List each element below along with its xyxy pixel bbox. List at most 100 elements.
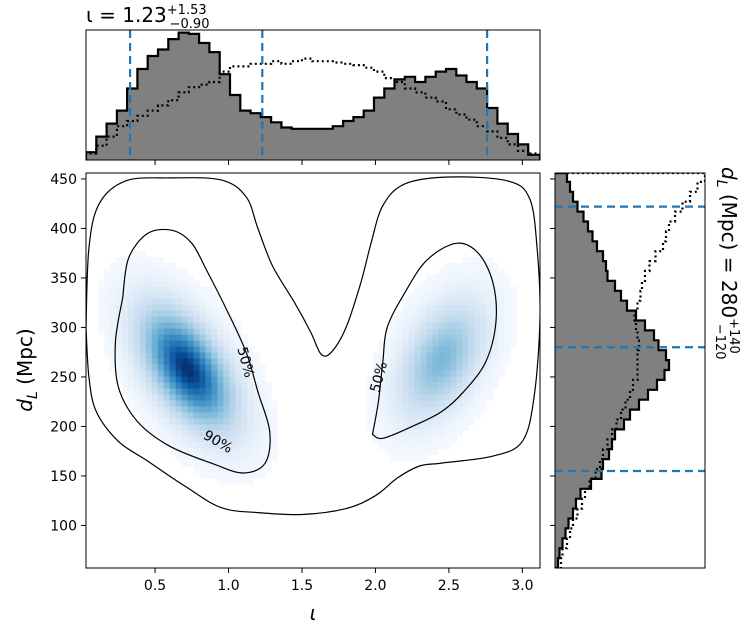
- heatmap-cell: [450, 418, 457, 425]
- heatmap-cell: [205, 352, 213, 360]
- heatmap-cell: [468, 310, 475, 318]
- heatmap-cell: [432, 358, 440, 366]
- heatmap-cell: [157, 322, 165, 330]
- heatmap-cell: [181, 412, 189, 419]
- heatmap-cell: [486, 298, 493, 306]
- heatmap-cell: [438, 430, 446, 437]
- heatmap-cell: [444, 292, 451, 300]
- heatmap-cell: [444, 412, 451, 419]
- heatmap-cell: [456, 382, 463, 390]
- heatmap-cell: [474, 280, 481, 288]
- heatmap-cell: [486, 358, 493, 366]
- heatmap-cell: [223, 436, 230, 443]
- heatmap-cell: [402, 364, 410, 372]
- heatmap-cell: [259, 436, 266, 443]
- heatmap-cell: [265, 460, 272, 467]
- heatmap-cell: [432, 280, 440, 288]
- heatmap-cell: [175, 364, 183, 372]
- heatmap-cell: [145, 280, 153, 288]
- heatmap-cell: [121, 358, 129, 366]
- heatmap-cell: [193, 346, 201, 354]
- heatmap-cell: [259, 418, 266, 425]
- heatmap-cell: [414, 448, 422, 455]
- heatmap-cell: [504, 352, 511, 360]
- heatmap-cell: [211, 436, 219, 443]
- heatmap-cell: [103, 304, 111, 312]
- heatmap-cell: [474, 412, 481, 419]
- heatmap-cell: [145, 328, 153, 336]
- heatmap-cell: [444, 316, 451, 324]
- heatmap-cell: [229, 418, 236, 425]
- heatmap-cell: [139, 298, 147, 306]
- heatmap-cell: [151, 370, 159, 378]
- heatmap-cell: [378, 418, 386, 425]
- heatmap-cell: [121, 256, 129, 264]
- heatmap-cell: [223, 448, 230, 455]
- heatmap-cell: [492, 286, 499, 294]
- heatmap-cell: [229, 406, 236, 413]
- heatmap-cell: [414, 316, 422, 324]
- heatmap-cell: [223, 364, 230, 372]
- heatmap-cell: [187, 316, 195, 324]
- heatmap-cell: [145, 334, 153, 342]
- heatmap-cell: [127, 340, 135, 348]
- heatmap-cell: [480, 394, 487, 402]
- heatmap-cell: [103, 274, 111, 282]
- heatmap-cell: [175, 400, 183, 407]
- heatmap-cell: [444, 424, 451, 431]
- heatmap-cell: [217, 412, 224, 419]
- heatmap-cell: [139, 346, 147, 354]
- heatmap-cell: [456, 262, 463, 270]
- heatmap-cell: [199, 364, 207, 372]
- heatmap-cell: [187, 322, 195, 330]
- heatmap-cell: [468, 268, 475, 276]
- heatmap-cell: [390, 328, 398, 336]
- heatmap-cell: [121, 310, 129, 318]
- heatmap-cell: [259, 424, 266, 431]
- heatmap-cell: [139, 310, 147, 318]
- heatmap-cell: [181, 448, 189, 455]
- heatmap-cell: [253, 394, 260, 402]
- heatmap-cell: [163, 280, 171, 288]
- heatmap-cell: [133, 400, 141, 407]
- heatmap-cell: [271, 442, 278, 449]
- heatmap-cell: [408, 346, 416, 354]
- heatmap-cell: [199, 310, 207, 318]
- y-axis-label: dL (Mpc): [13, 328, 41, 411]
- heatmap-cell: [450, 334, 457, 342]
- heatmap-cell: [217, 340, 224, 348]
- heatmap-cell: [378, 346, 386, 354]
- heatmap-cell: [396, 340, 404, 348]
- heatmap-cell: [462, 406, 469, 413]
- heatmap-cell: [480, 406, 487, 413]
- heatmap-cell: [384, 364, 392, 372]
- heatmap-cell: [486, 382, 493, 390]
- heatmap-cell: [247, 478, 254, 485]
- heatmap-cell: [211, 424, 219, 431]
- heatmap-cell: [438, 376, 446, 384]
- heatmap-cell: [402, 406, 410, 413]
- heatmap-cell: [498, 292, 505, 300]
- heatmap-cell: [390, 418, 398, 425]
- heatmap-cell: [133, 274, 141, 282]
- heatmap-cell: [390, 454, 398, 461]
- heatmap-cell: [384, 412, 392, 419]
- heatmap-cell: [109, 286, 117, 294]
- heatmap-cell: [151, 292, 159, 300]
- heatmap-cell: [444, 304, 451, 312]
- heatmap-cell: [181, 280, 189, 288]
- heatmap-cell: [468, 262, 475, 270]
- heatmap-cell: [193, 334, 201, 342]
- heatmap-cell: [193, 364, 201, 372]
- heatmap-cell: [456, 322, 463, 330]
- heatmap-cell: [169, 304, 177, 312]
- heatmap-cell: [402, 436, 410, 443]
- heatmap-cell: [468, 298, 475, 306]
- heatmap-cell: [163, 358, 171, 366]
- heatmap-cell: [253, 376, 260, 384]
- heatmap-cell: [444, 346, 451, 354]
- heatmap-cell: [396, 328, 404, 336]
- heatmap-cell: [492, 310, 499, 318]
- heatmap-cell: [259, 412, 266, 419]
- heatmap-cell: [193, 406, 201, 413]
